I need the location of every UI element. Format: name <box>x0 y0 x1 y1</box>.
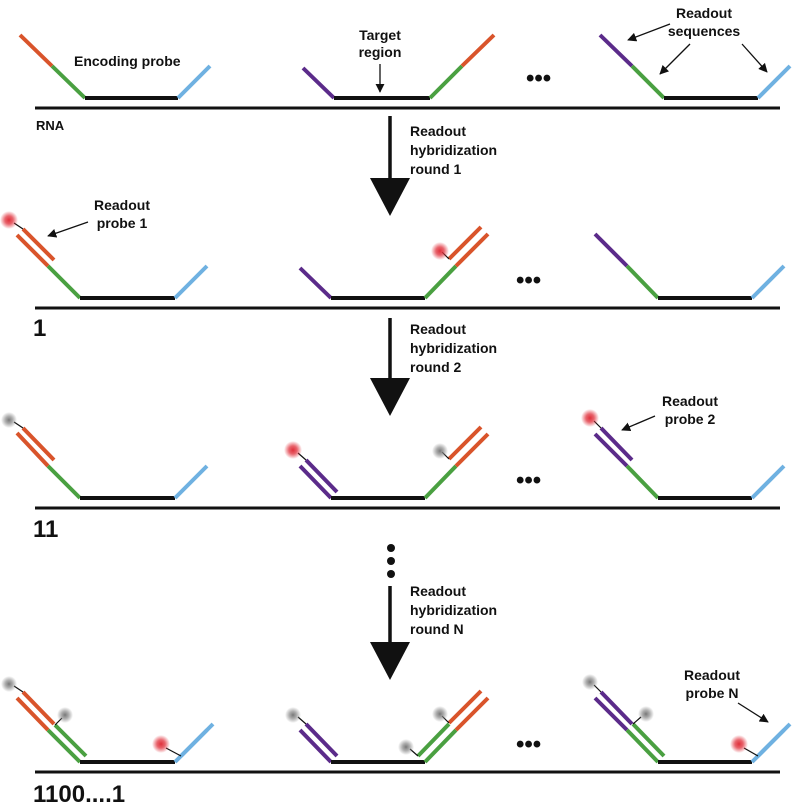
probeN-label-line1: Readout <box>684 667 740 683</box>
fluorophore-off <box>1 676 17 692</box>
probe1-arrow <box>47 221 89 238</box>
ellipsis: ••• <box>526 65 551 92</box>
ellipsis: ••• <box>516 731 541 758</box>
encoding-probe <box>15 431 209 500</box>
fluorophore-on <box>284 441 302 459</box>
roundN-label-line3: round N <box>410 621 464 637</box>
readout-probe-1-bound <box>441 689 483 725</box>
probe2-arrow <box>621 415 656 431</box>
round1-label-line3: round 1 <box>410 161 462 177</box>
fluorophore-on <box>152 735 170 753</box>
probe1-label-line1: Readout <box>94 197 150 213</box>
fluorophore-on <box>0 211 18 229</box>
readout-seq-arrow-1 <box>627 23 671 42</box>
round-arrowhead-2 <box>370 378 410 416</box>
round1-label-line2: hybridization <box>410 142 497 158</box>
readout-seq-arrow-3 <box>741 43 768 73</box>
round-arrowhead-1 <box>370 178 410 216</box>
roundN-label-line2: hybridization <box>410 602 497 618</box>
rna-label: RNA <box>36 118 65 133</box>
probe2-label-line2: probe 2 <box>665 411 716 427</box>
barcode-row3: 1100....1 <box>33 781 125 808</box>
encoding-probe <box>15 696 209 764</box>
fluorophore-on <box>581 409 599 427</box>
probe2-label-line1: Readout <box>662 393 718 409</box>
fluorophore-off <box>285 707 301 723</box>
fluorophore-off <box>582 674 598 690</box>
probeN-label-line2: probe N <box>686 685 739 701</box>
fluorophore-off <box>398 739 414 755</box>
encoding-probe <box>593 696 786 764</box>
fluorophore-off <box>1 412 17 428</box>
fluorophore-off <box>432 443 448 459</box>
readout-sequences-label-line2: sequences <box>668 23 741 39</box>
probe1-label-line2: probe 1 <box>97 215 148 231</box>
fluorophore-off <box>638 706 654 722</box>
round1-label-line1: Readout <box>410 123 466 139</box>
readout-probe-n-bound <box>743 722 792 758</box>
encoding-probe <box>298 432 490 500</box>
roundN-label-line1: Readout <box>410 583 466 599</box>
round2-label-line2: hybridization <box>410 340 497 356</box>
vertical-ellipsis <box>387 544 395 578</box>
round-arrowhead-n <box>370 642 410 680</box>
round2-label-line3: round 2 <box>410 359 462 375</box>
readout-probe-n-bound <box>165 722 215 758</box>
encoding-probe <box>593 432 786 500</box>
encoding-probe <box>298 696 490 764</box>
readout-seq-arrow-2 <box>659 43 691 75</box>
readout-probe-green-bound <box>409 722 451 758</box>
fluorophore-on <box>431 242 449 260</box>
target-region-label-line2: region <box>359 44 402 60</box>
fluorophore-off <box>432 706 448 722</box>
target-region-label-line1: Target <box>359 27 401 43</box>
encoding-probe-label: Encoding probe <box>74 53 181 69</box>
encoding-probe <box>301 33 496 100</box>
fluorophore-on <box>730 735 748 753</box>
encoding-probe <box>15 233 209 300</box>
probeN-arrow <box>737 702 769 723</box>
encoding-probe <box>598 33 792 100</box>
barcode-row2: 11 <box>33 516 58 543</box>
ellipsis: ••• <box>516 267 541 294</box>
encoding-probe <box>18 33 212 100</box>
encoding-probe <box>593 232 786 300</box>
encoding-probe <box>298 232 490 300</box>
readout-sequences-label-line1: Readout <box>676 5 732 21</box>
round2-label-line1: Readout <box>410 321 466 337</box>
barcode-row1: 1 <box>33 315 46 342</box>
readout-probe-1-bound <box>441 425 483 461</box>
readout-probe-1-bound <box>13 421 56 462</box>
fluorophore-off <box>57 707 73 723</box>
ellipsis: ••• <box>516 467 541 494</box>
